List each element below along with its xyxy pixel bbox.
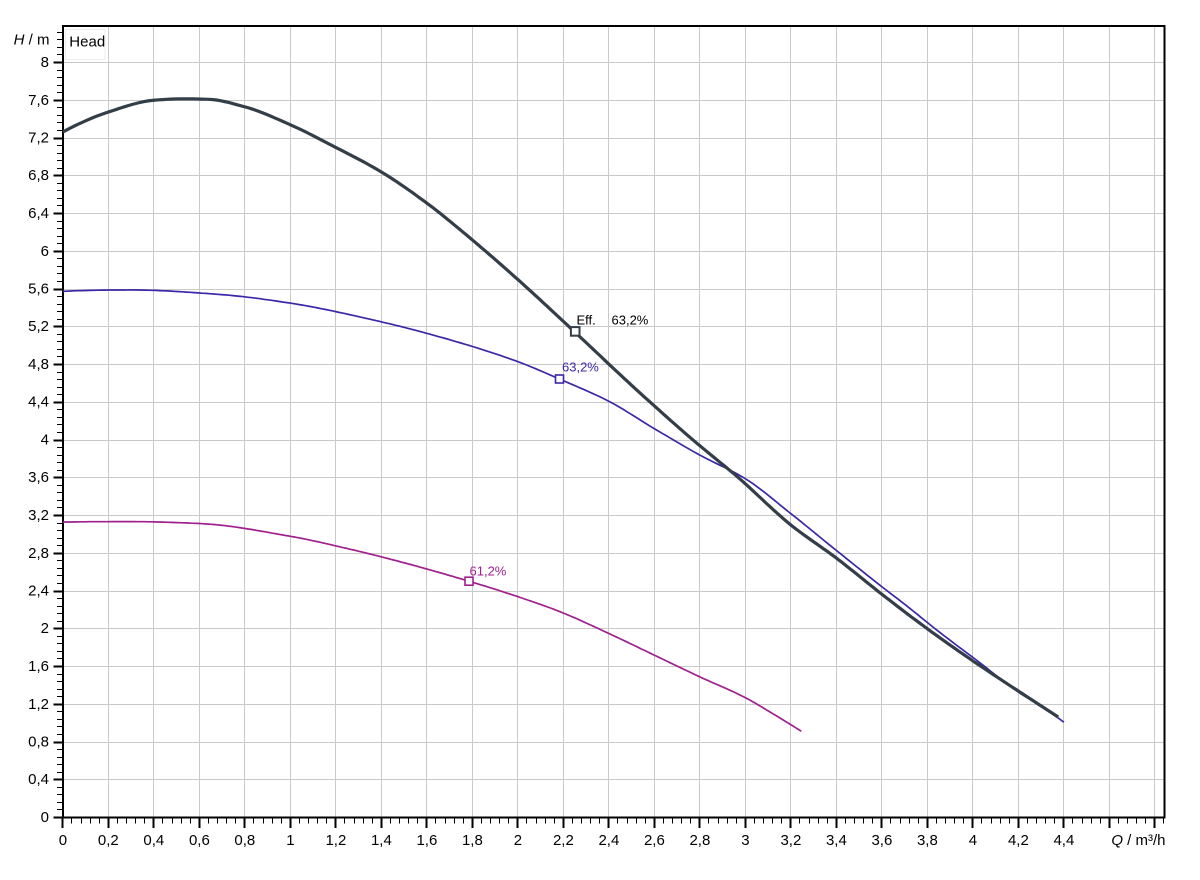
svg-text:2,6: 2,6 <box>644 832 665 849</box>
svg-text:1,2: 1,2 <box>325 832 346 849</box>
svg-text:7,2: 7,2 <box>28 130 49 147</box>
svg-text:3,6: 3,6 <box>28 469 49 486</box>
svg-text:1,4: 1,4 <box>371 832 392 849</box>
svg-text:4,4: 4,4 <box>28 394 49 411</box>
svg-text:0: 0 <box>59 832 67 849</box>
svg-text:2,4: 2,4 <box>598 832 619 849</box>
svg-text:4,4: 4,4 <box>1053 832 1074 849</box>
svg-text:Eff.: Eff. <box>577 312 596 327</box>
svg-text:0,4: 0,4 <box>143 832 164 849</box>
svg-text:3,8: 3,8 <box>917 832 938 849</box>
svg-text:2,8: 2,8 <box>28 545 49 562</box>
svg-text:5,2: 5,2 <box>28 318 49 335</box>
svg-text:0,8: 0,8 <box>234 832 255 849</box>
svg-text:0,4: 0,4 <box>28 771 49 788</box>
svg-text:6,8: 6,8 <box>28 167 49 184</box>
svg-text:4,2: 4,2 <box>1008 832 1029 849</box>
svg-text:2: 2 <box>41 620 49 637</box>
svg-text:61,2%: 61,2% <box>470 563 507 578</box>
svg-text:0,8: 0,8 <box>28 734 49 751</box>
svg-text:3,6: 3,6 <box>871 832 892 849</box>
svg-text:6,4: 6,4 <box>28 205 49 222</box>
svg-text:4: 4 <box>969 832 977 849</box>
svg-text:1,8: 1,8 <box>462 832 483 849</box>
svg-text:5,6: 5,6 <box>28 281 49 298</box>
svg-text:63,2%: 63,2% <box>562 360 599 375</box>
svg-text:1,2: 1,2 <box>28 696 49 713</box>
svg-text:7,6: 7,6 <box>28 92 49 109</box>
svg-text:8: 8 <box>41 54 49 71</box>
svg-text:63,2%: 63,2% <box>612 312 649 327</box>
svg-text:3: 3 <box>741 832 749 849</box>
svg-text:6: 6 <box>41 243 49 260</box>
svg-text:2: 2 <box>514 832 522 849</box>
svg-text:3,4: 3,4 <box>826 832 847 849</box>
svg-text:4,8: 4,8 <box>28 356 49 373</box>
svg-text:1,6: 1,6 <box>416 832 437 849</box>
svg-text:Head: Head <box>69 34 105 51</box>
svg-text:0: 0 <box>41 809 49 826</box>
svg-text:0,2: 0,2 <box>98 832 119 849</box>
svg-text:1: 1 <box>286 832 294 849</box>
svg-text:1,6: 1,6 <box>28 658 49 675</box>
svg-text:2,8: 2,8 <box>689 832 710 849</box>
svg-text:2,4: 2,4 <box>28 583 49 600</box>
svg-text:H / m: H / m <box>14 32 50 49</box>
svg-text:3,2: 3,2 <box>780 832 801 849</box>
svg-text:4: 4 <box>41 432 49 449</box>
svg-text:0,6: 0,6 <box>189 832 210 849</box>
svg-text:2,2: 2,2 <box>553 832 574 849</box>
svg-text:3,2: 3,2 <box>28 507 49 524</box>
svg-text:Q / m³/h: Q / m³/h <box>1111 832 1165 849</box>
